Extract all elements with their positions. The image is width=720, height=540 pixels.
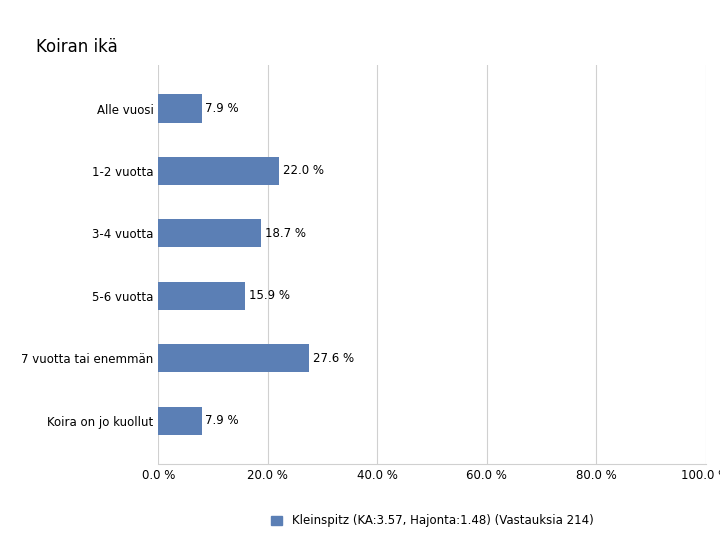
Text: 7.9 %: 7.9 % [205, 414, 239, 427]
Bar [158, 157, 279, 185]
Bar [158, 282, 246, 310]
Text: 15.9 %: 15.9 % [249, 289, 290, 302]
Text: 27.6 %: 27.6 % [313, 352, 354, 365]
Bar [158, 407, 202, 435]
Text: 7.9 %: 7.9 % [205, 102, 239, 115]
Text: 18.7 %: 18.7 % [264, 227, 305, 240]
Bar [158, 219, 261, 247]
Bar [158, 94, 202, 123]
Legend: Kleinspitz (KA:3.57, Hajonta:1.48) (Vastauksia 214): Kleinspitz (KA:3.57, Hajonta:1.48) (Vast… [271, 514, 593, 527]
Bar [158, 344, 310, 372]
Text: Koiran ikä: Koiran ikä [36, 38, 118, 56]
Text: 22.0 %: 22.0 % [283, 165, 323, 178]
